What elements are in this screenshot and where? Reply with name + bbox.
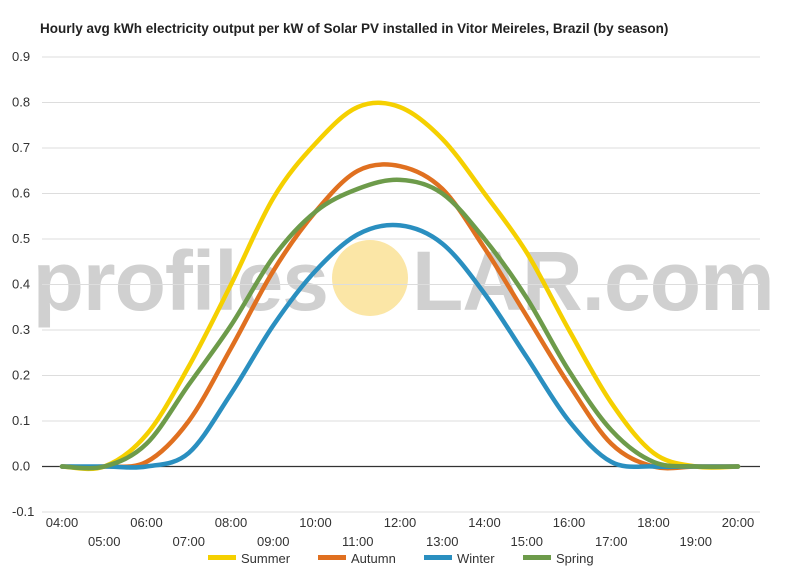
series-line-winter [59,222,741,470]
y-tick-label: 0.6 [12,186,30,201]
legend-item-summer: Summer [208,551,291,566]
watermark: profiles LAR.com [33,234,775,328]
watermark-text-right: LAR.com [412,234,774,328]
series-line-summer [59,100,741,472]
legend-swatch [208,555,236,560]
y-axis-ticks: -0.1 0.0 0.1 0.2 0.3 0.4 0.5 0.6 0.7 0.8 0.9 [12,49,34,519]
x-tick-label: 15:00 [510,534,543,549]
x-axis-ticks: 04:00 05:00 06:00 07:00 08:00 09:00 10:00 11:00… [46,515,755,549]
y-tick-label: 0.8 [12,95,30,110]
x-tick-label: 16:00 [553,515,586,530]
legend-item-winter: Winter [424,551,495,566]
legend-swatch [318,555,346,560]
grid-lines [42,56,760,513]
watermark-sun-icon [332,240,408,316]
y-tick-label: 0.2 [12,368,30,383]
y-tick-label: 0.0 [12,459,30,474]
chart-title: Hourly avg kWh electricity output per kW… [40,21,668,36]
x-tick-label: 08:00 [215,515,248,530]
series-line-spring [59,177,741,471]
x-tick-label: 19:00 [679,534,712,549]
x-tick-label: 06:00 [130,515,163,530]
legend-label: Autumn [351,551,396,566]
x-tick-label: 20:00 [722,515,755,530]
x-tick-label: 07:00 [172,534,205,549]
x-tick-label: 12:00 [384,515,417,530]
x-tick-label: 04:00 [46,515,79,530]
x-tick-label: 13:00 [426,534,459,549]
legend: Summer Autumn Winter Spring [208,551,594,566]
y-tick-label: 0.7 [12,140,30,155]
y-tick-label: 0.3 [12,322,30,337]
x-tick-label: 18:00 [637,515,670,530]
y-tick-label: -0.1 [12,504,34,519]
x-tick-label: 10:00 [299,515,332,530]
y-tick-label: 0.4 [12,277,30,292]
legend-swatch [424,555,452,560]
legend-label: Winter [457,551,495,566]
series-lines [59,100,741,472]
y-tick-label: 0.9 [12,49,30,64]
x-tick-label: 11:00 [342,534,374,549]
x-tick-label: 14:00 [468,515,501,530]
legend-swatch [523,555,551,560]
y-tick-label: 0.1 [12,413,30,428]
y-tick-label: 0.5 [12,231,30,246]
x-tick-label: 05:00 [88,534,121,549]
legend-label: Spring [556,551,594,566]
x-tick-label: 17:00 [595,534,628,549]
legend-label: Summer [241,551,291,566]
series-line-autumn [59,162,741,471]
x-tick-label: 09:00 [257,534,290,549]
legend-item-autumn: Autumn [318,551,396,566]
legend-item-spring: Spring [523,551,594,566]
